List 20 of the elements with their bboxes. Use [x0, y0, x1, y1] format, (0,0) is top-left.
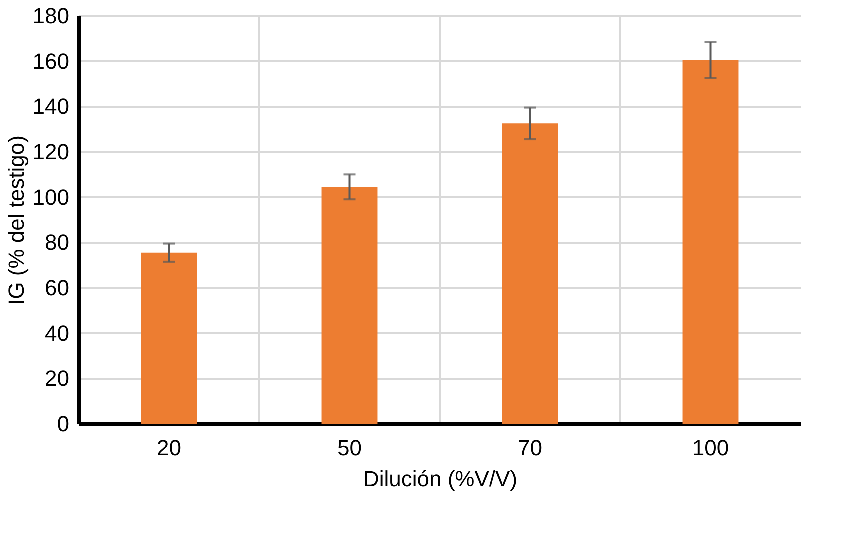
y-tick-label: 100 [32, 184, 70, 210]
x-tick-label: 100 [692, 436, 730, 460]
y-tick-label: 0 [57, 412, 70, 436]
y-tick-label: 120 [32, 140, 70, 164]
y-tick-label: 40 [45, 320, 70, 346]
x-axis-title: Dilución (%V/V) [363, 466, 518, 492]
y-tick-label: 20 [45, 366, 70, 392]
y-tick-label: 80 [45, 230, 70, 256]
bar [322, 187, 378, 424]
y-tick-label: 60 [45, 276, 70, 300]
y-tick-label: 160 [32, 48, 70, 74]
y-tick-label: 140 [32, 94, 70, 120]
x-tick-label: 20 [157, 436, 182, 460]
y-tick-label: 180 [32, 4, 70, 28]
bar [502, 124, 558, 424]
bar [141, 252, 198, 424]
x-tick-label: 50 [338, 436, 362, 460]
bar [682, 60, 739, 424]
y-axis-title: IG (% del testigo) [4, 136, 29, 306]
x-tick-label: 70 [518, 436, 542, 460]
